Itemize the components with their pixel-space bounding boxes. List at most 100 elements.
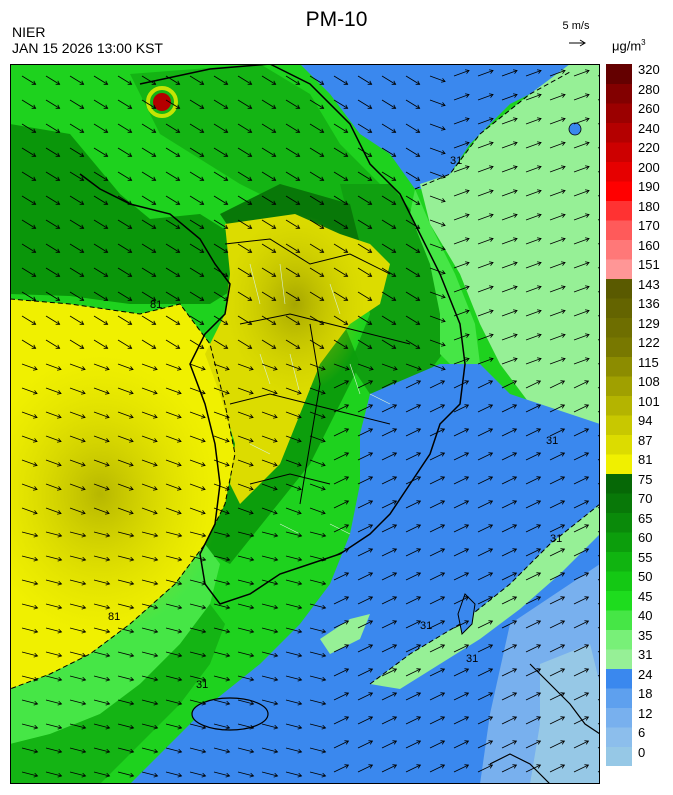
wind-arrow-head [225,390,230,395]
wind-arrow-head [441,318,446,323]
wind-arrow-shaft [381,147,396,157]
wind-arrow-shaft [477,668,493,677]
wind-arrow-head [201,510,206,515]
wind-arrow-shaft [357,219,372,229]
colorbar-bin [606,356,632,377]
wind-arrow-head [561,357,566,362]
wind-arrow-shaft [117,651,134,657]
wind-arrow-head [489,165,494,170]
wind-arrow-head [297,438,302,443]
wind-arrow-shaft [213,603,230,609]
wind-arrow-head [81,604,87,610]
wind-arrow-shaft [501,596,517,605]
colorbar-tick-label: 200 [638,159,660,175]
wind-arrow-head [153,438,158,443]
wind-arrow-shaft [93,747,110,753]
wind-arrow-head [201,676,207,682]
wind-arrow-shaft [237,579,254,585]
wind-arrow-head [560,764,566,769]
wind-arrow-shaft [213,507,230,514]
wind-arrow-head [247,128,253,133]
wind-arrow-head [343,248,349,253]
wind-arrow-head [344,452,350,457]
wind-arrow-head [271,248,277,253]
wind-arrow-head [79,128,85,133]
wind-arrow-head [175,272,181,277]
wind-arrow-head [416,428,422,433]
wind-arrow-shaft [285,435,302,442]
wind-arrow-shaft [285,219,300,229]
wind-arrow-shaft [141,339,156,349]
wind-arrow-head [391,320,397,325]
wind-arrow-head [247,200,253,205]
wind-arrow-head [560,548,566,553]
wind-arrow-head [464,380,470,385]
wind-arrow-head [319,344,325,349]
wind-arrow-head [488,380,494,385]
wind-arrow-head [103,80,109,85]
wind-arrow-head [489,285,494,290]
wind-arrow-head [513,237,518,242]
wind-arrow-head [175,248,181,253]
wind-arrow-head [81,580,87,586]
wind-arrow-head [55,200,61,205]
wind-arrow-shaft [525,190,542,197]
wind-arrow-head [273,390,278,395]
wind-arrow-head [392,764,398,769]
wind-arrow-head [391,248,397,253]
wind-arrow-shaft [261,243,276,253]
wind-arrow-shaft [237,723,254,729]
wind-arrow-shaft [237,171,252,181]
wind-arrow-head [225,580,231,586]
wind-arrow-shaft [357,500,373,509]
wind-arrow-head [488,548,494,553]
wind-arrow-head [151,104,157,109]
wind-arrow-head [273,414,278,419]
wind-arrow-head [247,80,253,85]
wind-arrow-head [367,104,373,109]
colorbar-bin [606,454,632,474]
wind-arrow-head [321,462,326,467]
wind-arrow-shaft [69,435,86,442]
wind-arrow-shaft [429,171,446,178]
wind-arrow-head [392,596,398,601]
wind-arrow-shaft [261,699,278,705]
wind-arrow-shaft [189,387,206,394]
wind-arrow-shaft [357,291,372,301]
wind-arrow-shaft [165,651,182,657]
colorbar-bin [606,571,632,591]
wind-arrow-head [464,548,470,553]
wind-arrow-head [79,80,85,85]
wind-arrow-shaft [309,483,326,490]
wind-arrow-shaft [213,411,230,418]
wind-arrow-head [391,224,397,229]
wind-arrow-head [536,428,542,433]
wind-arrow-head [416,692,422,697]
wind-arrow-shaft [381,524,397,533]
wind-arrow-head [537,189,542,194]
wind-arrow-head [127,320,133,325]
wind-arrow-shaft [573,452,589,461]
wind-arrow-head [368,476,374,481]
wind-arrow-head [536,716,542,721]
wind-arrow-shaft [477,716,493,725]
wind-arrow-head [488,428,494,433]
wind-arrow-head [441,126,446,131]
wind-arrow-shaft [93,363,110,370]
wind-arrow-shaft [309,147,324,157]
wind-arrow-shaft [237,387,254,394]
wind-arrow-head [391,344,397,349]
wind-arrow-shaft [189,315,204,325]
wind-vector-field [21,69,600,778]
wind-arrow-head [488,452,494,457]
wind-arrow-shaft [69,195,84,205]
wind-arrow-shaft [261,507,278,514]
wind-arrow-shaft [333,452,349,461]
wind-arrow-shaft [117,435,134,442]
wind-arrow-shaft [381,75,396,85]
wind-arrow-head [129,580,135,586]
wind-arrow-shaft [525,692,541,701]
wind-arrow-head [151,152,157,157]
wind-arrow-head [55,296,61,301]
wind-arrow-head [560,692,566,697]
